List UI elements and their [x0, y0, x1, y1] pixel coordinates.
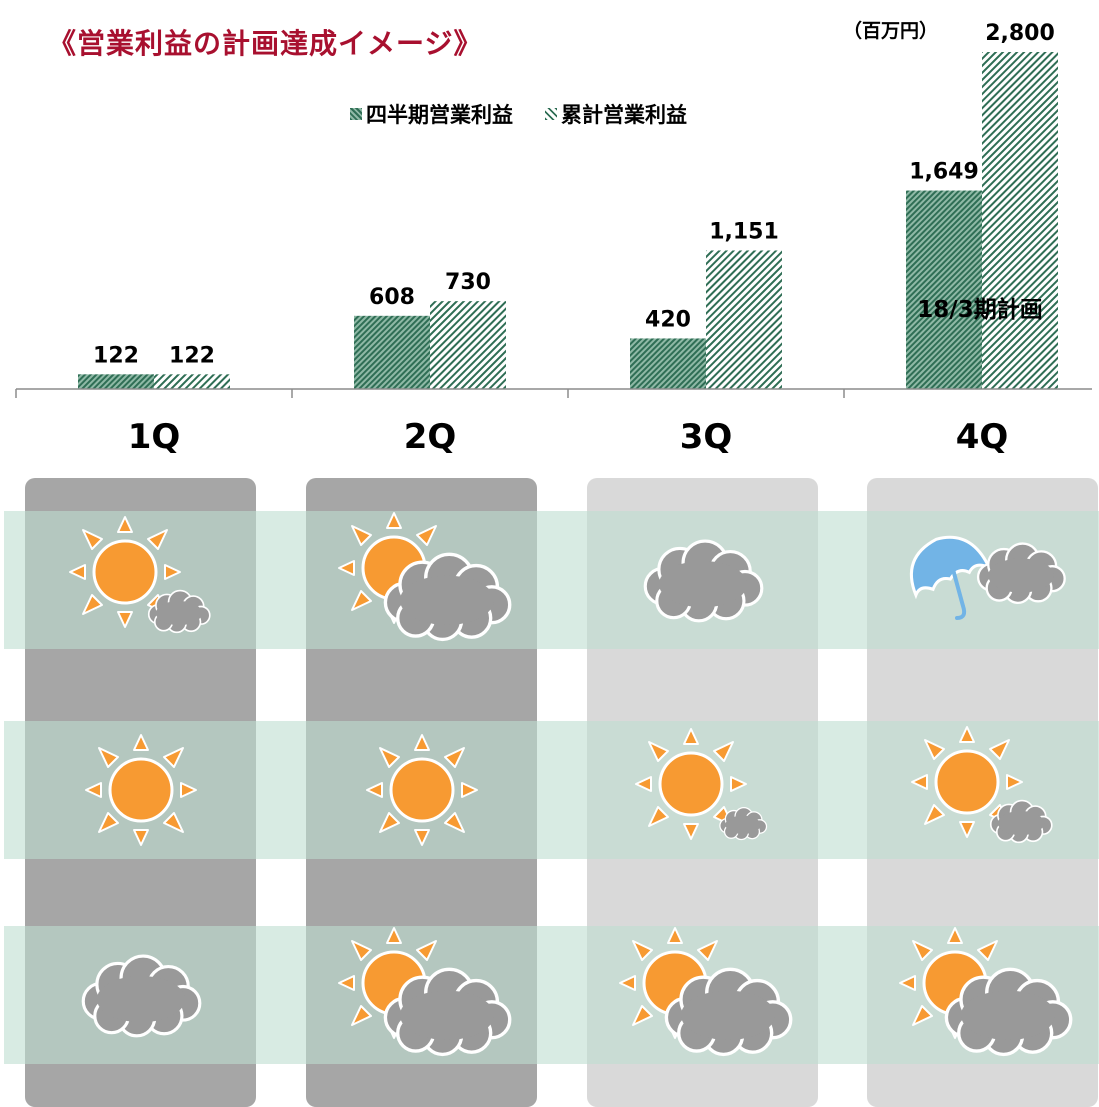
- sun-icon: [365, 733, 478, 847]
- category-label: 4Q: [956, 417, 1009, 457]
- legend-swatch-quarterly: [350, 108, 362, 120]
- bar-quarterly-2Q: [354, 315, 430, 389]
- legend-label-quarterly: 四半期営業利益: [366, 103, 513, 127]
- data-label: 2,800: [985, 21, 1055, 46]
- sun-tiny-cloud-icon: [634, 727, 767, 841]
- category-label: 3Q: [680, 417, 733, 457]
- data-label: 122: [93, 343, 139, 368]
- sun-cloud-icon: [898, 926, 1072, 1057]
- chart-title: 《営業利益の計画達成イメージ》: [48, 27, 483, 60]
- bar-quarterly-4Q: [906, 190, 982, 389]
- legend-swatch-cumulative: [545, 108, 557, 120]
- cloud-icon: [643, 539, 763, 623]
- legend: 四半期営業利益 累計営業利益: [350, 99, 687, 129]
- cloud-icon: [81, 954, 201, 1038]
- bar-quarterly-1Q: [78, 374, 154, 389]
- data-label: 420: [645, 307, 691, 332]
- sun-small-cloud-icon: [68, 515, 211, 634]
- unit-label: （百万円）: [843, 20, 939, 42]
- legend-label-cumulative: 累計営業利益: [561, 103, 687, 127]
- sun-cloud-icon: [337, 511, 511, 642]
- bar-cumulative-4Q: [982, 52, 1058, 389]
- sun-icon: [84, 733, 197, 847]
- sun-cloud-icon: [337, 926, 511, 1057]
- data-label: 1,649: [909, 160, 979, 185]
- data-label: 1,151: [709, 219, 779, 244]
- data-label: 608: [369, 285, 415, 310]
- plan-label: 18/3期計画: [917, 296, 1042, 323]
- bar-cumulative-2Q: [430, 301, 506, 389]
- bar-cumulative-3Q: [706, 250, 782, 389]
- sun-cloud-icon: [618, 926, 792, 1057]
- umbrella-cloud-icon: [895, 522, 1066, 620]
- category-label: 1Q: [128, 417, 181, 457]
- bar-quarterly-3Q: [630, 338, 706, 389]
- sun-small-cloud-icon: [910, 725, 1053, 844]
- data-label: 122: [169, 343, 215, 368]
- bar-cumulative-1Q: [154, 374, 230, 389]
- data-label: 730: [445, 270, 491, 295]
- category-label: 2Q: [404, 417, 457, 457]
- bar-chart: 122 122 1Q 608 730 2Q 420 1,151 3Q 1,649 2,800 4Q 1…: [15, 21, 1092, 457]
